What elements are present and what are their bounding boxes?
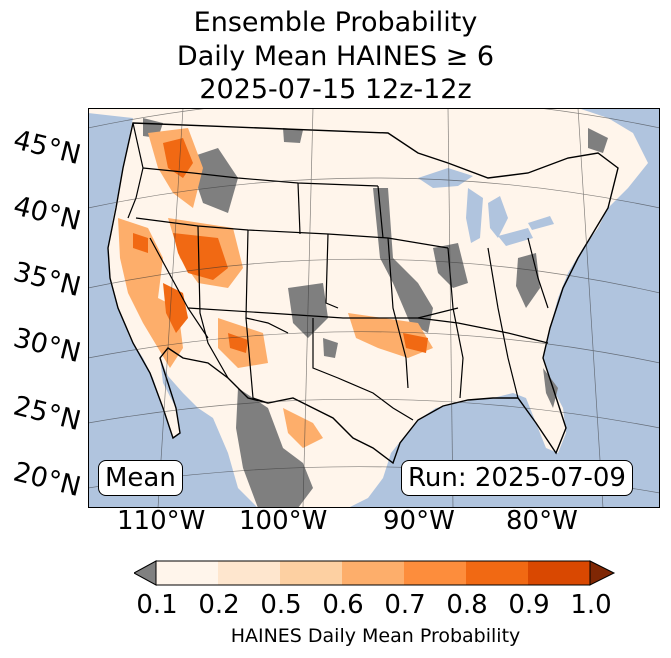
colorbar-over-arrow: [589, 560, 616, 586]
title-line-1: Ensemble Probability: [193, 7, 478, 38]
colorbar-bin: [280, 561, 342, 585]
lon-label-100w: 100°W: [239, 506, 328, 536]
lat-label-35: 35°N: [10, 256, 84, 304]
lat-label-40: 40°N: [10, 190, 84, 238]
colorbar-tick: 0.9: [508, 590, 550, 620]
colorbar: [134, 560, 616, 586]
lat-label-30: 30°N: [10, 322, 84, 370]
colorbar-label: HAINES Daily Mean Probability: [230, 625, 521, 647]
lat-label-25: 25°N: [10, 390, 84, 438]
colorbar-tick: 0.8: [446, 590, 488, 620]
colorbar-bin: [404, 561, 466, 585]
probability-map: [88, 108, 660, 508]
stat-label-box: Mean: [98, 460, 183, 496]
lat-label-45: 45°N: [10, 124, 84, 172]
colorbar-tick: 0.6: [322, 590, 364, 620]
lon-label-90w: 90°W: [383, 506, 455, 536]
colorbar-bin: [342, 561, 404, 585]
colorbar-tick: 0.2: [198, 590, 240, 620]
colorbar-tick: 1.0: [570, 590, 612, 620]
title-line-3: 2025-07-15 12z-12z: [199, 74, 472, 105]
colorbar-bin: [466, 561, 528, 585]
colorbar-under-arrow: [134, 560, 157, 586]
colorbar-tick: 0.5: [260, 590, 302, 620]
title-line-2: Daily Mean HAINES ≥ 6: [176, 41, 495, 72]
colorbar-bin: [528, 561, 590, 585]
lon-label-80w: 80°W: [506, 506, 578, 536]
colorbar-bin: [218, 561, 280, 585]
lat-label-20: 20°N: [10, 456, 84, 504]
colorbar-bin: [156, 561, 218, 585]
run-label-box: Run: 2025-07-09: [401, 460, 633, 496]
colorbar-tick: 0.1: [136, 590, 178, 620]
lon-label-110w: 110°W: [117, 506, 206, 536]
colorbar-tick: 0.7: [384, 590, 426, 620]
great-lakes: [418, 168, 554, 246]
